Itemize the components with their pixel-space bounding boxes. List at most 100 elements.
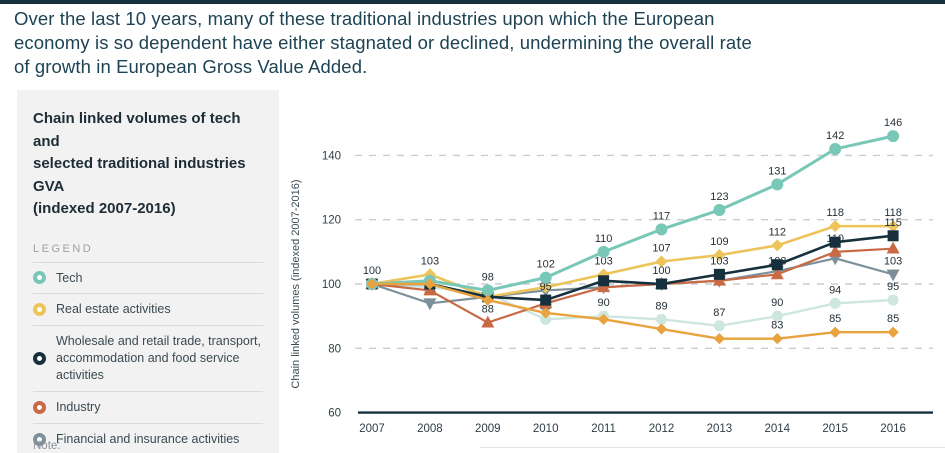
data-label-construction-2011: 90 xyxy=(597,297,609,309)
data-label-financial-2016: 103 xyxy=(884,255,902,267)
series-line-telecom xyxy=(370,282,895,340)
data-label-real-estate-2016: 118 xyxy=(884,207,902,219)
marker-diamond xyxy=(655,323,668,335)
marker-diamond xyxy=(771,332,783,345)
marker-circle xyxy=(829,142,842,155)
legend-item-label: Tech xyxy=(56,270,83,285)
data-label-telecom-2014: 83 xyxy=(771,320,783,332)
x-tick-label: 2015 xyxy=(822,423,848,435)
marker-diamond xyxy=(482,294,494,306)
legend-heading: LEGEND xyxy=(33,243,263,263)
bottom-divider xyxy=(480,447,945,448)
marker-circle xyxy=(655,223,668,236)
data-label-wholesale-2013: 103 xyxy=(710,255,728,267)
y-tick-label: 100 xyxy=(322,279,341,291)
data-label-real-estate-2013: 109 xyxy=(710,236,728,248)
data-label-construction-2016: 95 xyxy=(887,281,899,293)
marker-circle xyxy=(597,245,610,258)
legend-item-label: Real estate activities xyxy=(56,302,171,317)
x-tick-label: 2011 xyxy=(591,423,616,435)
data-label-tech-2015: 142 xyxy=(826,130,844,142)
marker-triangle-up xyxy=(481,315,495,328)
marker-diamond xyxy=(829,326,841,338)
x-tick-label: 2008 xyxy=(417,423,443,435)
industry-dot-icon xyxy=(33,400,46,414)
data-label-real-estate-2015: 118 xyxy=(826,207,844,219)
series-tech: 100 98 102 110 117 123 131 142 146 xyxy=(363,117,902,297)
legend-item-industry: Industry xyxy=(33,392,263,424)
marker-diamond xyxy=(829,220,842,233)
marker-square xyxy=(713,268,725,280)
marker-circle xyxy=(771,178,784,191)
real-estate-dot-icon xyxy=(33,303,46,317)
x-tick-label: 2010 xyxy=(533,423,559,435)
marker-circle xyxy=(656,313,667,325)
legend-panel: Chain linked volumes of tech and selecte… xyxy=(17,90,279,453)
marker-diamond xyxy=(887,220,900,233)
chart-title: Chain linked volumes of tech and selecte… xyxy=(33,110,246,217)
series-line-industry xyxy=(370,247,895,324)
data-label-industry-2009: 88 xyxy=(482,304,494,316)
marker-square xyxy=(540,294,552,306)
data-label-tech-2014: 131 xyxy=(768,165,786,177)
data-label-wholesale-2012: 100 xyxy=(652,265,670,277)
financial-dot-icon xyxy=(33,432,46,446)
page-heading: Over the last 10 years, many of these tr… xyxy=(14,8,752,77)
series-telecom: 83 85 85 xyxy=(366,278,899,345)
data-label-tech-2011: 110 xyxy=(595,233,613,245)
data-label-construction-2012: 89 xyxy=(655,300,667,312)
marker-circle xyxy=(481,284,494,297)
data-label-tech-2007: 100 xyxy=(363,265,381,277)
marker-circle xyxy=(887,130,900,143)
marker-diamond xyxy=(887,326,899,338)
marker-triangle-down xyxy=(423,298,437,311)
note-label: Note: xyxy=(33,440,61,452)
marker-diamond xyxy=(539,281,552,294)
data-label-telecom-2015: 85 xyxy=(829,313,841,325)
y-tick-label: 80 xyxy=(328,343,341,355)
x-tick-label: 2013 xyxy=(707,423,733,435)
marker-triangle-down xyxy=(886,269,900,282)
y-axis-title: Chain linked volumes (indexed 2007-2016) xyxy=(290,179,302,388)
marker-circle xyxy=(713,320,725,332)
data-label-wholesale-2010: 95 xyxy=(540,281,552,293)
legend-item-wholesale: Wholesale and retail trade, transport, a… xyxy=(33,326,263,392)
tech-dot-icon xyxy=(33,271,46,285)
accent-bar xyxy=(0,0,945,4)
marker-circle xyxy=(713,204,726,217)
data-label-construction-2015: 94 xyxy=(829,284,841,296)
data-label-tech-2012: 117 xyxy=(653,210,671,222)
marker-triangle-up xyxy=(828,244,842,257)
x-tick-label: 2007 xyxy=(359,423,385,435)
x-tick-label: 2009 xyxy=(475,423,501,435)
data-label-tech-2016: 146 xyxy=(884,117,902,129)
legend-item-real-estate: Real estate activities xyxy=(33,294,263,327)
marker-triangle-up xyxy=(886,241,900,254)
data-label-construction-2014: 90 xyxy=(771,297,783,309)
marker-circle xyxy=(539,271,552,284)
marker-diamond xyxy=(771,239,784,252)
marker-square xyxy=(829,236,841,248)
marker-square xyxy=(598,275,610,287)
marker-diamond xyxy=(713,332,726,345)
legend-item-label: Financial and insurance activities xyxy=(56,431,240,446)
marker-diamond xyxy=(597,313,610,326)
data-label-real-estate-2008: 103 xyxy=(421,255,439,267)
x-tick-label: 2016 xyxy=(880,423,906,435)
x-tick-label: 2014 xyxy=(765,423,791,435)
data-label-construction-2013: 87 xyxy=(713,307,725,319)
line-chart: 60 80 100 120 140 Chain linked volumes (index… xyxy=(290,117,933,435)
data-label-wholesale-2016: 115 xyxy=(884,217,902,229)
data-label-real-estate-2011: 103 xyxy=(594,255,612,267)
series-line-financial xyxy=(370,257,895,305)
series-line-wholesale xyxy=(370,234,895,302)
data-label-real-estate-2012: 107 xyxy=(652,242,670,254)
marker-circle xyxy=(887,294,899,306)
data-label-tech-2009: 98 xyxy=(482,271,494,283)
marker-triangle-up xyxy=(770,267,784,280)
y-tick-label: 140 xyxy=(322,150,341,162)
marker-circle xyxy=(540,313,552,325)
y-tick-label: 120 xyxy=(322,215,341,227)
series-line-tech xyxy=(370,134,895,292)
